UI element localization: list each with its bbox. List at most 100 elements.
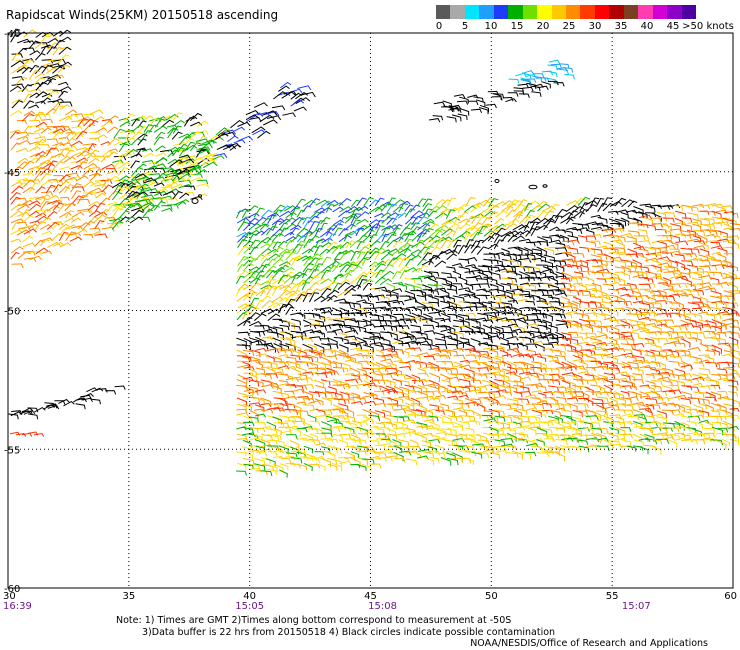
wind-barb <box>728 241 740 249</box>
wind-barb <box>435 349 449 354</box>
wind-barb <box>118 151 132 158</box>
wind-barb <box>99 197 111 205</box>
wind-barb <box>27 413 39 420</box>
wind-barb <box>248 359 261 365</box>
wind-barb <box>458 258 470 265</box>
wind-barb <box>65 172 80 178</box>
wind-barb <box>674 233 687 238</box>
wind-barb <box>11 83 25 89</box>
wind-barb <box>513 402 524 411</box>
wind-barb <box>379 241 390 250</box>
wind-barb <box>9 131 20 139</box>
wind-barb <box>273 91 288 100</box>
wind-barb <box>59 29 72 37</box>
wind-barb <box>327 233 337 243</box>
wind-barb <box>422 337 433 345</box>
wind-barb <box>674 342 686 348</box>
wind-barb <box>22 199 34 205</box>
wind-barb <box>291 385 304 392</box>
wind-barb <box>565 416 576 426</box>
wind-barb <box>507 323 519 328</box>
wind-barb <box>441 379 451 387</box>
wind-barb <box>59 180 70 188</box>
wind-barb <box>627 361 640 369</box>
wind-barb <box>46 204 60 212</box>
wind-barb <box>651 380 663 386</box>
wind-barb <box>356 197 367 207</box>
wind-barb <box>590 197 600 207</box>
wind-barb <box>344 284 356 292</box>
wind-barb <box>500 230 515 238</box>
wind-barb <box>470 338 481 347</box>
wind-barb <box>338 366 349 373</box>
wind-barb <box>680 397 692 404</box>
wind-barb <box>248 373 258 381</box>
wind-barb <box>699 343 709 352</box>
wind-barb <box>17 140 31 146</box>
wind-barb <box>692 283 704 288</box>
wind-barb <box>662 258 672 267</box>
wind-barb <box>245 110 260 116</box>
wind-barb <box>669 356 683 362</box>
wind-barb <box>632 253 645 259</box>
wind-barb <box>242 426 254 434</box>
wind-barb <box>279 469 288 478</box>
wind-barb <box>271 105 286 111</box>
wind-barb <box>458 218 471 224</box>
wind-barb <box>493 93 505 99</box>
wind-barb <box>651 259 662 269</box>
wind-barb <box>680 313 691 323</box>
wind-barb <box>423 418 435 423</box>
wind-barb <box>537 356 547 362</box>
wind-barb <box>271 217 285 226</box>
wind-barb <box>537 200 548 208</box>
wind-barb <box>284 231 295 237</box>
wind-barb <box>705 415 719 421</box>
wind-barb <box>63 400 75 407</box>
wind-barb <box>590 421 601 427</box>
wind-barb <box>525 200 540 208</box>
wind-barb <box>572 336 584 341</box>
wind-barb <box>627 331 640 339</box>
wind-barb <box>345 391 355 400</box>
wind-barb <box>265 382 280 388</box>
wind-barb <box>644 366 658 373</box>
wind-barb <box>338 426 352 433</box>
wind-barb <box>125 137 136 145</box>
wind-barb <box>482 210 496 218</box>
wind-barb <box>543 247 555 256</box>
wind-barb <box>639 407 653 414</box>
wind-barb <box>243 415 253 423</box>
wind-barb <box>392 348 404 355</box>
wind-barb <box>482 216 492 225</box>
wind-barb <box>167 128 179 139</box>
wind-barb <box>428 254 439 266</box>
wind-barb <box>356 336 367 347</box>
pass-time-label: 15:07 <box>622 601 651 612</box>
wind-barb <box>376 433 387 438</box>
footnotes: Note: 1) Times are GMT 2)Times along bot… <box>116 615 555 639</box>
wind-barb <box>716 337 727 344</box>
wind-barb <box>206 135 221 145</box>
wind-barb <box>710 313 722 320</box>
wind-barb <box>489 356 501 365</box>
wind-barb <box>308 458 321 464</box>
wind-barb <box>513 385 525 391</box>
wind-barb <box>452 206 465 214</box>
wind-barb <box>608 361 618 371</box>
wind-barb <box>441 335 454 340</box>
wind-barb <box>39 144 50 149</box>
wind-barb <box>506 385 518 394</box>
wind-barb <box>17 211 31 217</box>
wind-barb <box>614 222 625 230</box>
wind-barb <box>321 241 332 248</box>
wind-barb <box>302 216 311 225</box>
pass-time-label: 16:39 <box>3 601 32 612</box>
wind-barb <box>555 264 565 272</box>
wind-barb <box>302 452 313 461</box>
wind-barb <box>69 236 83 242</box>
wind-barb <box>645 403 655 410</box>
wind-barb <box>512 307 522 316</box>
wind-barb <box>674 420 686 431</box>
